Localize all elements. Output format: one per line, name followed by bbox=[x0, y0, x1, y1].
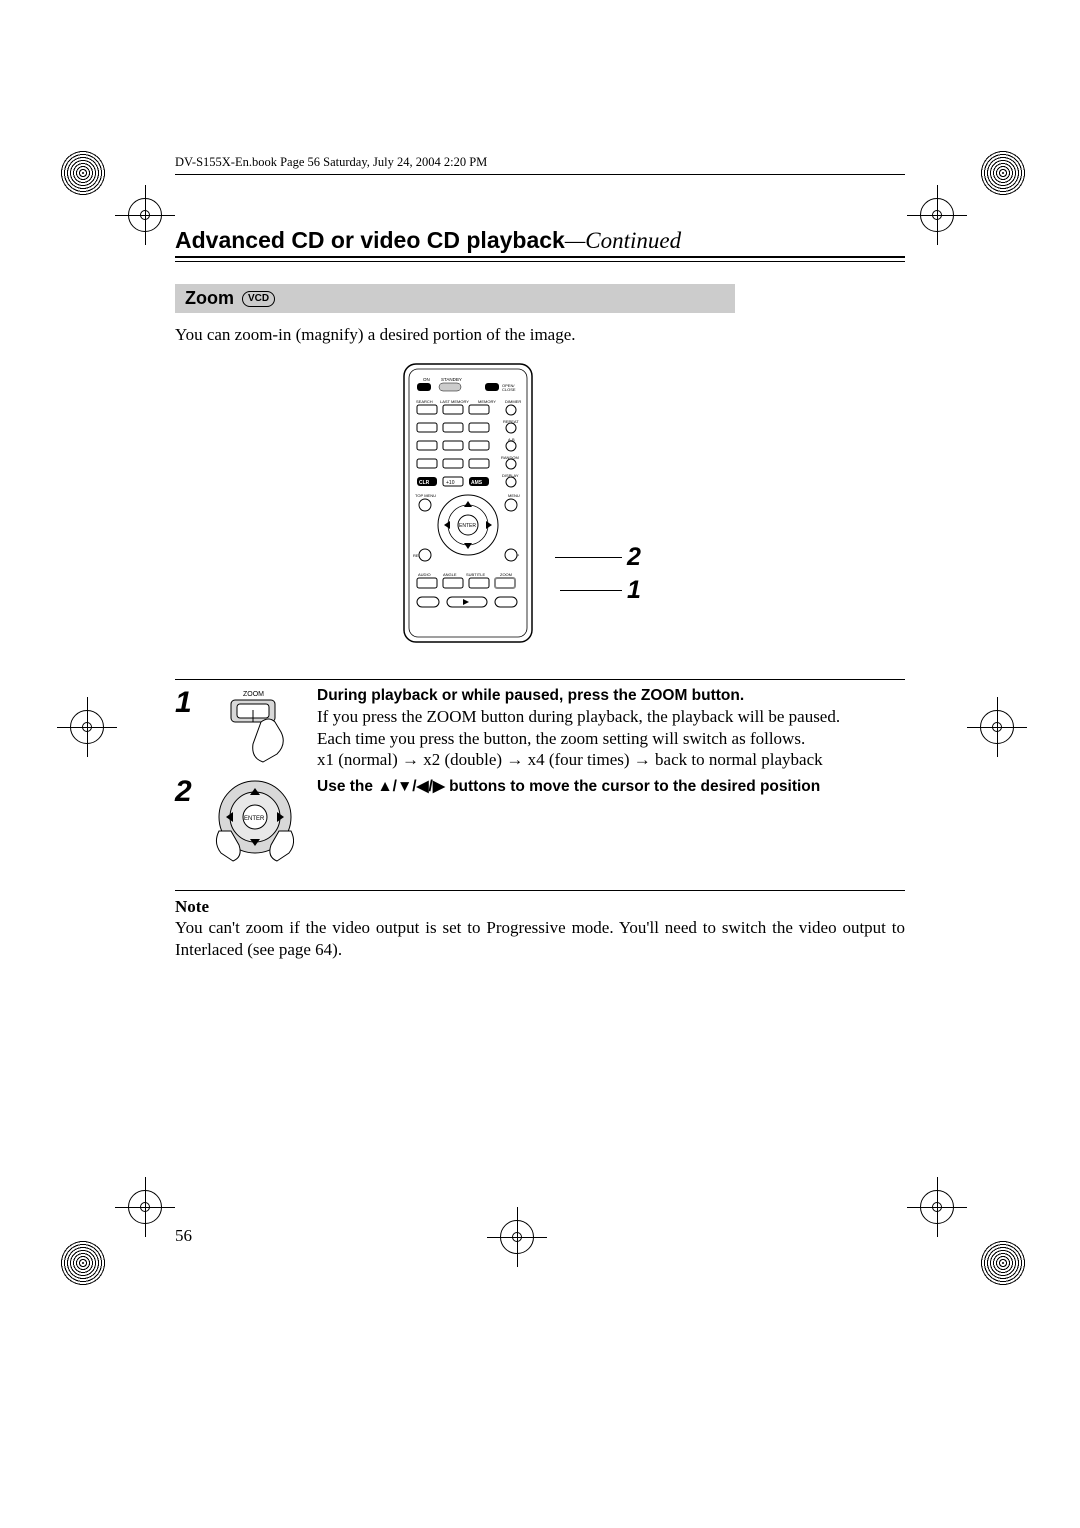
step-2-icon: ENTER bbox=[213, 775, 303, 880]
svg-text:AMS: AMS bbox=[471, 480, 483, 486]
svg-text:MEMORY: MEMORY bbox=[478, 399, 496, 404]
step-number: 2 bbox=[175, 775, 199, 880]
vcd-badge: VCD bbox=[242, 291, 275, 307]
callout-line bbox=[560, 590, 622, 591]
page-number: 56 bbox=[175, 1226, 192, 1246]
divider bbox=[175, 679, 905, 680]
step-body: During playback or while paused, press t… bbox=[317, 686, 905, 771]
svg-text:DIMMER: DIMMER bbox=[505, 399, 521, 404]
title-underline bbox=[175, 261, 905, 262]
section-label: Zoom bbox=[185, 288, 234, 309]
step-heading: During playback or while paused, press t… bbox=[317, 686, 905, 706]
remote-svg: ON STANDBY OPEN/ CLOSE SEARCH LAST MEMOR… bbox=[403, 363, 573, 643]
svg-text:LAST MEMORY: LAST MEMORY bbox=[440, 399, 469, 404]
callout-line bbox=[555, 557, 622, 558]
step-heading-before: Use the bbox=[317, 778, 377, 795]
step-line: Each time you press the button, the zoom… bbox=[317, 728, 905, 750]
intro-text: You can zoom-in (magnify) a desired port… bbox=[175, 325, 905, 345]
step-heading-after: buttons to move the cursor to the desire… bbox=[445, 778, 820, 795]
step-number: 1 bbox=[175, 686, 199, 771]
svg-text:ENTER: ENTER bbox=[459, 523, 476, 529]
callout-2: 2 bbox=[627, 543, 641, 572]
section-header: Zoom VCD bbox=[175, 284, 735, 313]
svg-text:ANGLE: ANGLE bbox=[443, 572, 457, 577]
svg-text:MENU: MENU bbox=[508, 493, 520, 498]
svg-text:ZOOM: ZOOM bbox=[500, 572, 512, 577]
svg-text:TOP MENU: TOP MENU bbox=[415, 493, 436, 498]
svg-text:ENTER: ENTER bbox=[244, 816, 265, 822]
step-1-icon: ZOOM bbox=[213, 686, 303, 771]
note-label: Note bbox=[175, 897, 905, 917]
step-line: If you press the ZOOM button during play… bbox=[317, 706, 905, 728]
svg-text:ZOOM: ZOOM bbox=[243, 691, 264, 698]
step-body: Use the ▲/▼/◀/▶ buttons to move the curs… bbox=[317, 775, 905, 880]
step-row: 1 ZOOM During playback or while paused, … bbox=[175, 686, 905, 771]
callout-1: 1 bbox=[627, 576, 641, 605]
arrow-buttons: ▲/▼/◀/▶ bbox=[377, 778, 444, 795]
svg-text:SEARCH: SEARCH bbox=[416, 399, 433, 404]
title-row: Advanced CD or video CD playback—Continu… bbox=[175, 227, 905, 258]
note-body: You can't zoom if the video output is se… bbox=[175, 917, 905, 961]
manual-page: DV-S155X-En.book Page 56 Saturday, July … bbox=[175, 155, 905, 961]
svg-text:CLOSE: CLOSE bbox=[502, 387, 516, 392]
step-line: x1 (normal) → x2 (double) → x4 (four tim… bbox=[317, 749, 905, 771]
header-meta-line: DV-S155X-En.book Page 56 Saturday, July … bbox=[175, 155, 905, 175]
label-on: ON bbox=[423, 377, 430, 382]
svg-text:SUBTITLE: SUBTITLE bbox=[466, 572, 485, 577]
title-continued: —Continued bbox=[565, 228, 681, 253]
svg-text:+10: +10 bbox=[446, 480, 455, 486]
label-standby: STANDBY bbox=[441, 377, 462, 382]
step-row: 2 ENTER Use the ▲/▼/◀/▶ buttons to move … bbox=[175, 775, 905, 880]
page-title: Advanced CD or video CD playback bbox=[175, 227, 565, 253]
svg-text:CLR: CLR bbox=[419, 480, 430, 486]
remote-diagram: ON STANDBY OPEN/ CLOSE SEARCH LAST MEMOR… bbox=[175, 363, 905, 643]
svg-text:AUDIO: AUDIO bbox=[418, 572, 431, 577]
divider bbox=[175, 890, 905, 891]
